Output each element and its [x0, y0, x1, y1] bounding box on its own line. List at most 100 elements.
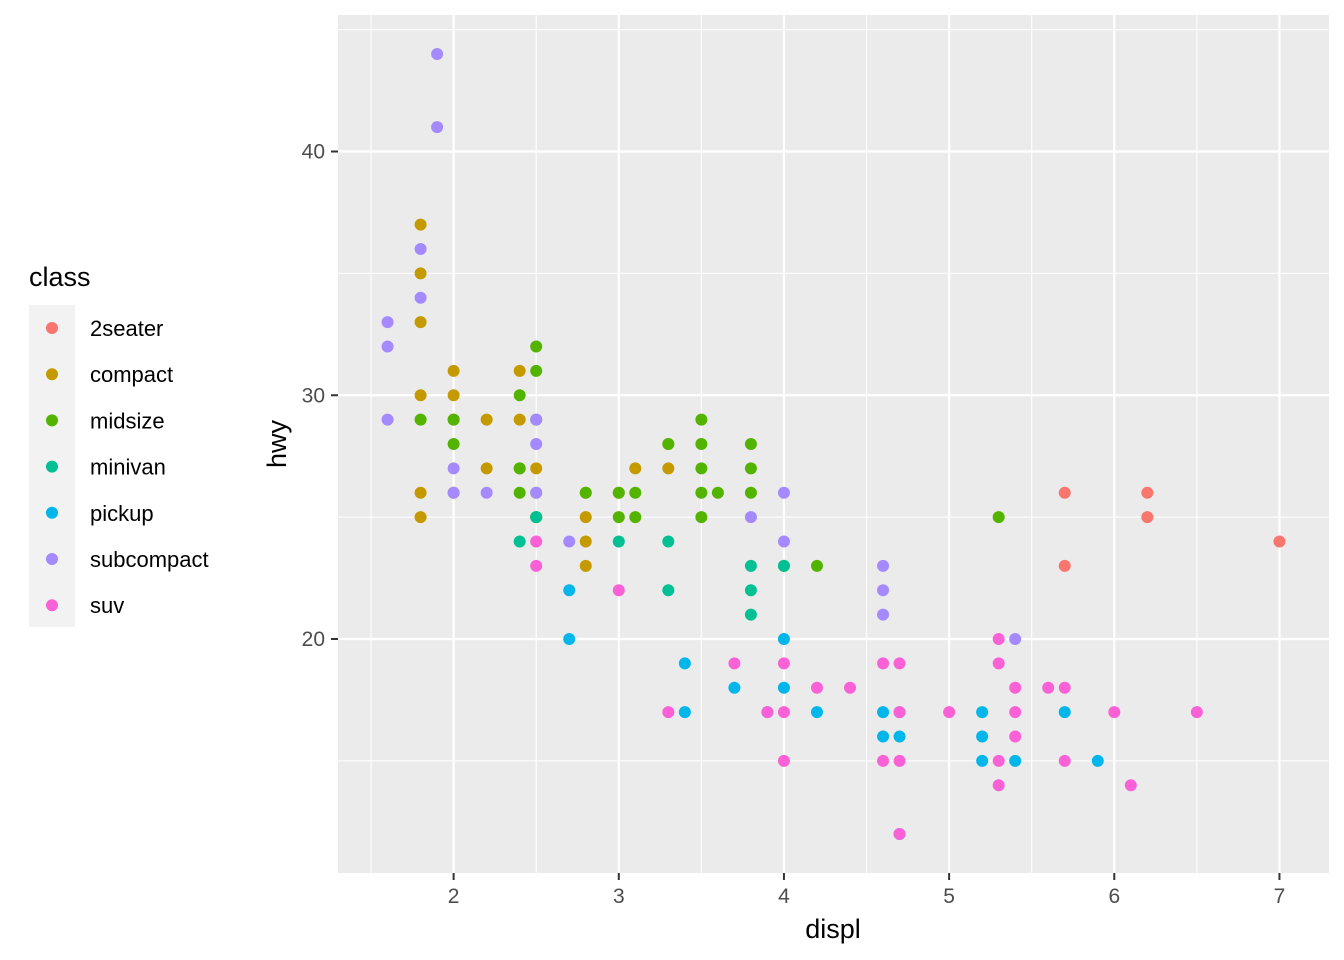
- data-point: [563, 535, 576, 548]
- data-point: [513, 462, 526, 475]
- data-point: [1058, 486, 1071, 499]
- data-point: [992, 657, 1005, 670]
- data-point: [678, 657, 691, 670]
- data-point: [1273, 535, 1286, 548]
- data-point: [728, 681, 741, 694]
- data-point: [662, 706, 675, 719]
- data-point: [777, 535, 790, 548]
- legend-key-midsize: [46, 414, 58, 427]
- data-point: [1058, 706, 1071, 719]
- data-point: [414, 243, 427, 255]
- data-point: [761, 706, 774, 719]
- data-point: [1141, 486, 1154, 499]
- data-point: [381, 316, 394, 329]
- data-point: [414, 218, 427, 231]
- data-point: [662, 462, 675, 475]
- data-point: [744, 511, 757, 524]
- legend-label-pickup: pickup: [90, 501, 154, 526]
- data-point: [877, 754, 890, 767]
- data-point: [414, 291, 427, 304]
- data-point: [976, 730, 989, 743]
- data-point: [513, 389, 526, 402]
- legend-key-minivan: [46, 460, 58, 473]
- data-point: [447, 389, 460, 402]
- x-tick-label: 3: [613, 885, 625, 908]
- grid-lines: [338, 15, 1329, 873]
- data-point: [612, 511, 625, 524]
- data-point: [381, 413, 394, 426]
- data-point: [810, 706, 823, 719]
- data-point: [992, 779, 1005, 792]
- data-point: [1141, 511, 1154, 524]
- y-tick-label: 30: [302, 384, 325, 407]
- data-point: [711, 486, 724, 499]
- data-point: [480, 413, 493, 426]
- data-point: [695, 511, 708, 524]
- legend-key-pickup: [46, 506, 58, 519]
- legend-key-suv: [46, 599, 58, 612]
- data-point: [530, 486, 543, 499]
- data-point: [877, 657, 890, 670]
- data-point: [530, 462, 543, 475]
- data-point: [744, 462, 757, 475]
- data-point: [447, 438, 460, 450]
- axes: 2 3 4 5 6 7 20 30 40: [302, 141, 1286, 909]
- data-point: [976, 706, 989, 719]
- data-point: [530, 438, 543, 450]
- data-point: [877, 730, 890, 743]
- data-point: [563, 584, 576, 597]
- data-point: [414, 389, 427, 402]
- legend-key-subcompact: [46, 553, 58, 565]
- data-point: [877, 584, 890, 597]
- data-point: [530, 511, 543, 524]
- legend-label-suv: suv: [90, 593, 124, 618]
- data-point: [530, 413, 543, 426]
- data-point: [414, 413, 427, 426]
- data-point: [513, 364, 526, 377]
- data-point: [381, 340, 394, 353]
- data-point: [1009, 754, 1022, 767]
- data-point: [744, 584, 757, 597]
- data-point: [744, 559, 757, 572]
- data-point: [579, 511, 592, 524]
- data-point: [447, 413, 460, 426]
- data-point: [480, 486, 493, 499]
- data-point: [695, 462, 708, 475]
- data-point: [662, 584, 675, 597]
- data-point: [992, 754, 1005, 767]
- data-point: [513, 535, 526, 548]
- data-point: [612, 535, 625, 548]
- data-point: [877, 559, 890, 572]
- data-point: [943, 706, 956, 719]
- legend-label-midsize: midsize: [90, 408, 165, 433]
- data-point: [777, 559, 790, 572]
- data-point: [1108, 706, 1121, 719]
- data-point: [414, 267, 427, 280]
- data-point: [728, 657, 741, 670]
- legend-label-2seater: 2seater: [90, 316, 163, 341]
- data-point: [530, 364, 543, 377]
- data-point: [877, 608, 890, 621]
- data-point: [877, 706, 890, 719]
- data-point: [431, 121, 444, 134]
- data-point: [513, 413, 526, 426]
- data-point: [777, 706, 790, 719]
- data-point: [530, 340, 543, 353]
- data-point: [992, 511, 1005, 524]
- data-point: [893, 706, 906, 719]
- data-point: [893, 730, 906, 743]
- data-point: [629, 511, 642, 524]
- data-point: [1058, 754, 1071, 767]
- legend-key-compact: [46, 368, 58, 381]
- data-point: [431, 48, 444, 60]
- data-point: [579, 535, 592, 548]
- series-subcompact: [381, 48, 1022, 645]
- data-point: [695, 413, 708, 426]
- series-suv: [530, 535, 1203, 840]
- data-point: [447, 462, 460, 475]
- data-point: [893, 754, 906, 767]
- data-point: [1058, 681, 1071, 694]
- data-point: [810, 559, 823, 572]
- data-point: [777, 633, 790, 645]
